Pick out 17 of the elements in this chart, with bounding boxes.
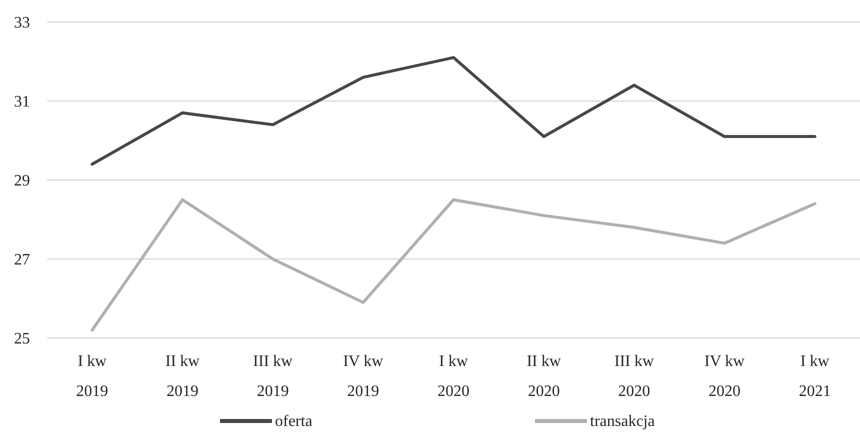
y-tick-label: 31	[14, 94, 30, 111]
y-tick-label: 33	[14, 14, 30, 32]
x-tick-label: I kw 2021	[798, 353, 831, 400]
x-tick-label: III kw 2020	[614, 353, 654, 400]
line-series	[90, 198, 816, 332]
x-tick-label: IV kw 2019	[343, 353, 384, 400]
x-tick-label: II kw 2020	[526, 353, 562, 400]
x-tick-label: IV kw 2020	[704, 353, 746, 400]
legend-label: transakcja	[590, 413, 655, 430]
y-tick-label: 29	[14, 172, 30, 190]
x-tick-label: II kw 2019	[165, 353, 200, 400]
y-tick-label: 27	[14, 252, 30, 269]
x-tick-label: I kw 2019	[76, 353, 108, 400]
legend-label: oferta	[275, 413, 312, 430]
line-series	[90, 56, 816, 166]
x-tick-label: I kw 2020	[438, 353, 470, 400]
y-tick-label: 25	[14, 330, 30, 348]
